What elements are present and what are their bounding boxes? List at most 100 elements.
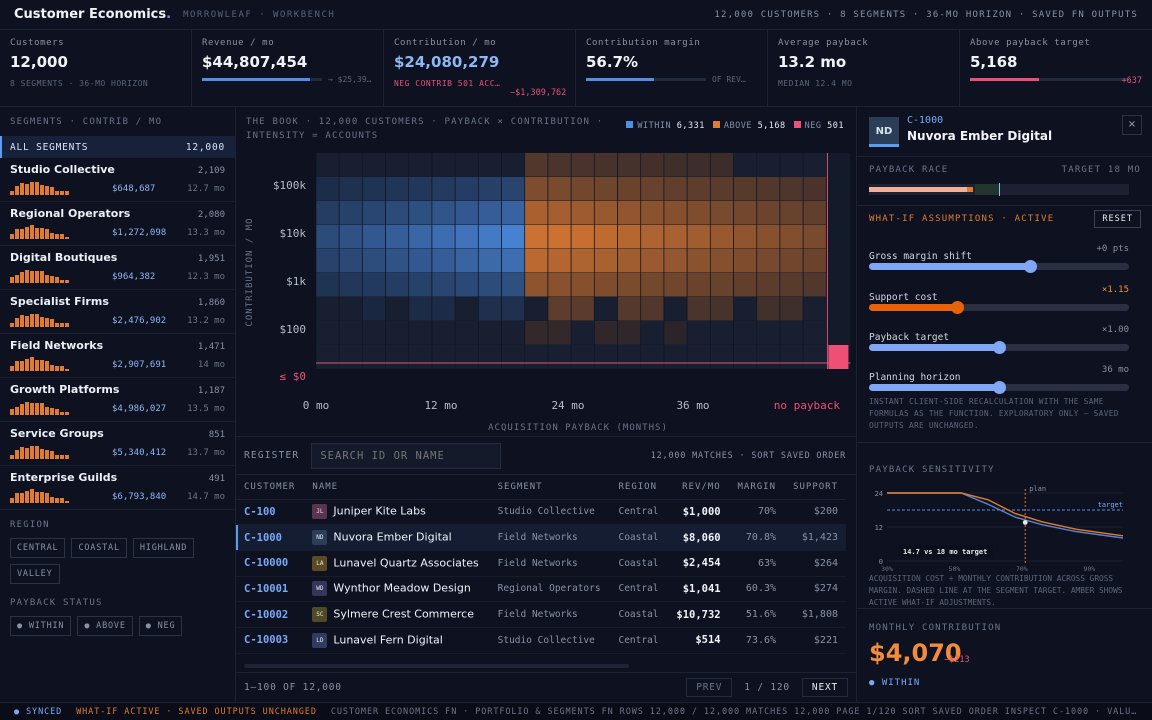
region-chip[interactable]: CENTRAL <box>10 538 66 558</box>
heatmap-cell[interactable] <box>617 249 641 273</box>
segment-item[interactable]: Regional Operators 2,080 $1,272,098 13.3 mo <box>0 202 235 246</box>
heatmap-cell[interactable] <box>316 297 339 321</box>
heatmap-cell[interactable] <box>594 177 618 201</box>
heatmap-cell[interactable] <box>432 345 455 369</box>
heatmap-cell[interactable] <box>432 321 455 345</box>
heatmap-cell[interactable] <box>687 249 710 273</box>
heatmap-cell[interactable] <box>524 177 548 201</box>
heatmap-cell[interactable] <box>687 201 710 225</box>
slider-track[interactable] <box>869 341 1129 354</box>
heatmap-cell[interactable] <box>408 201 432 225</box>
heatmap-cell[interactable] <box>316 177 339 201</box>
heatmap-cell[interactable] <box>362 321 386 345</box>
heatmap-cell[interactable] <box>710 201 734 225</box>
heatmap-cell[interactable] <box>640 153 664 177</box>
heatmap-cell[interactable] <box>571 201 594 225</box>
slider-handle[interactable] <box>1024 260 1038 273</box>
heatmap-cell[interactable] <box>501 153 525 177</box>
heatmap-cell[interactable] <box>548 225 571 249</box>
heatmap-cell[interactable] <box>594 249 618 273</box>
heatmap-cell[interactable] <box>710 345 734 369</box>
heatmap-cell[interactable] <box>408 225 432 249</box>
heatmap-cell[interactable] <box>710 177 734 201</box>
heatmap-cell[interactable] <box>524 225 548 249</box>
heatmap-cell[interactable] <box>362 201 386 225</box>
horizontal-scrollbar[interactable] <box>244 664 629 668</box>
heatmap-cell[interactable] <box>617 177 641 201</box>
heatmap-cell[interactable] <box>664 321 687 345</box>
heatmap-cell[interactable] <box>432 153 455 177</box>
heatmap-cell[interactable] <box>548 297 571 321</box>
heatmap-cell[interactable] <box>478 345 502 369</box>
table-row[interactable]: C-10000 LA Lunavel Quartz Associates Field … <box>236 550 846 577</box>
heatmap-cell[interactable] <box>617 297 641 321</box>
region-chip[interactable]: HIGHLAND <box>132 538 195 558</box>
heatmap-cell[interactable] <box>640 297 664 321</box>
heatmap-cell[interactable] <box>780 249 803 273</box>
column-header[interactable]: NAME <box>304 475 490 500</box>
heatmap-chart[interactable]: $100k $10k $1k $100 ≤ $0 0 mo 12 mo 24 mo 36 mo n… <box>236 107 856 437</box>
heatmap-cell[interactable] <box>617 345 641 369</box>
heatmap-cell[interactable] <box>756 249 780 273</box>
heatmap-cell[interactable] <box>594 225 618 249</box>
heatmap-cell[interactable] <box>617 225 641 249</box>
heatmap-cell[interactable] <box>501 321 525 345</box>
heatmap-cell[interactable] <box>664 249 687 273</box>
column-header[interactable]: REV/MO <box>667 475 729 500</box>
heatmap-cell[interactable] <box>733 249 757 273</box>
heatmap-cell[interactable] <box>548 321 571 345</box>
heatmap-cell[interactable] <box>455 273 478 297</box>
column-header[interactable]: SUPPORT <box>784 475 846 500</box>
heatmap-cell[interactable] <box>524 201 548 225</box>
heatmap-cell[interactable] <box>501 297 525 321</box>
heatmap-cell[interactable] <box>803 297 826 321</box>
heatmap-cell[interactable] <box>524 153 548 177</box>
heatmap-cell[interactable] <box>385 249 409 273</box>
heatmap-cell[interactable] <box>362 153 386 177</box>
heatmap-cell[interactable] <box>803 153 826 177</box>
heatmap-cell[interactable] <box>339 153 362 177</box>
heatmap-cell[interactable] <box>780 297 803 321</box>
heatmap-cell[interactable] <box>803 321 826 345</box>
heatmap-cell[interactable] <box>455 321 478 345</box>
heatmap-cell[interactable] <box>617 153 641 177</box>
heatmap-cell[interactable] <box>339 297 362 321</box>
heatmap-cell[interactable] <box>640 273 664 297</box>
heatmap-cell[interactable] <box>455 153 478 177</box>
heatmap-cell[interactable] <box>780 321 803 345</box>
heatmap-cell[interactable] <box>687 297 710 321</box>
heatmap-cell[interactable] <box>571 297 594 321</box>
heatmap-cell[interactable] <box>478 153 502 177</box>
heatmap-cell[interactable] <box>594 273 618 297</box>
heatmap-cell[interactable] <box>408 273 432 297</box>
heatmap-cell[interactable] <box>385 201 409 225</box>
heatmap-cell[interactable] <box>687 273 710 297</box>
heatmap-cell[interactable] <box>710 249 734 273</box>
heatmap-cell[interactable] <box>687 225 710 249</box>
segment-item[interactable]: Service Groups 851 $5,340,412 13.7 mo <box>0 422 235 466</box>
heatmap-cell[interactable] <box>362 345 386 369</box>
legend-item[interactable]: NEG 501 <box>793 121 844 131</box>
column-header[interactable]: MARGIN <box>728 475 785 500</box>
table-row[interactable]: C-10001 WD Wynthor Meadow Design Regional O… <box>236 576 846 603</box>
customer-id-cell[interactable]: C-10001 <box>236 576 305 603</box>
close-icon[interactable]: × <box>1122 115 1142 135</box>
heatmap-cell[interactable] <box>640 225 664 249</box>
heatmap-cell[interactable] <box>733 153 757 177</box>
heatmap-cell[interactable] <box>432 177 455 201</box>
heatmap-cell[interactable] <box>408 177 432 201</box>
slider-handle[interactable] <box>993 381 1006 394</box>
heatmap-cell[interactable] <box>478 321 502 345</box>
heatmap-cell[interactable] <box>455 201 478 225</box>
column-header[interactable]: CUSTOMER <box>236 475 305 500</box>
heatmap-cell[interactable] <box>385 297 409 321</box>
heatmap-cell[interactable] <box>640 177 664 201</box>
heatmap-cell[interactable] <box>501 177 525 201</box>
segment-item[interactable]: Field Networks 1,471 $2,907,691 14 mo <box>0 334 235 378</box>
heatmap-cell[interactable] <box>316 249 339 273</box>
heatmap-cell[interactable] <box>362 177 386 201</box>
heatmap-cell[interactable] <box>664 225 687 249</box>
heatmap-cell[interactable] <box>571 273 594 297</box>
heatmap-cell[interactable] <box>339 273 362 297</box>
heatmap-cell[interactable] <box>432 225 455 249</box>
